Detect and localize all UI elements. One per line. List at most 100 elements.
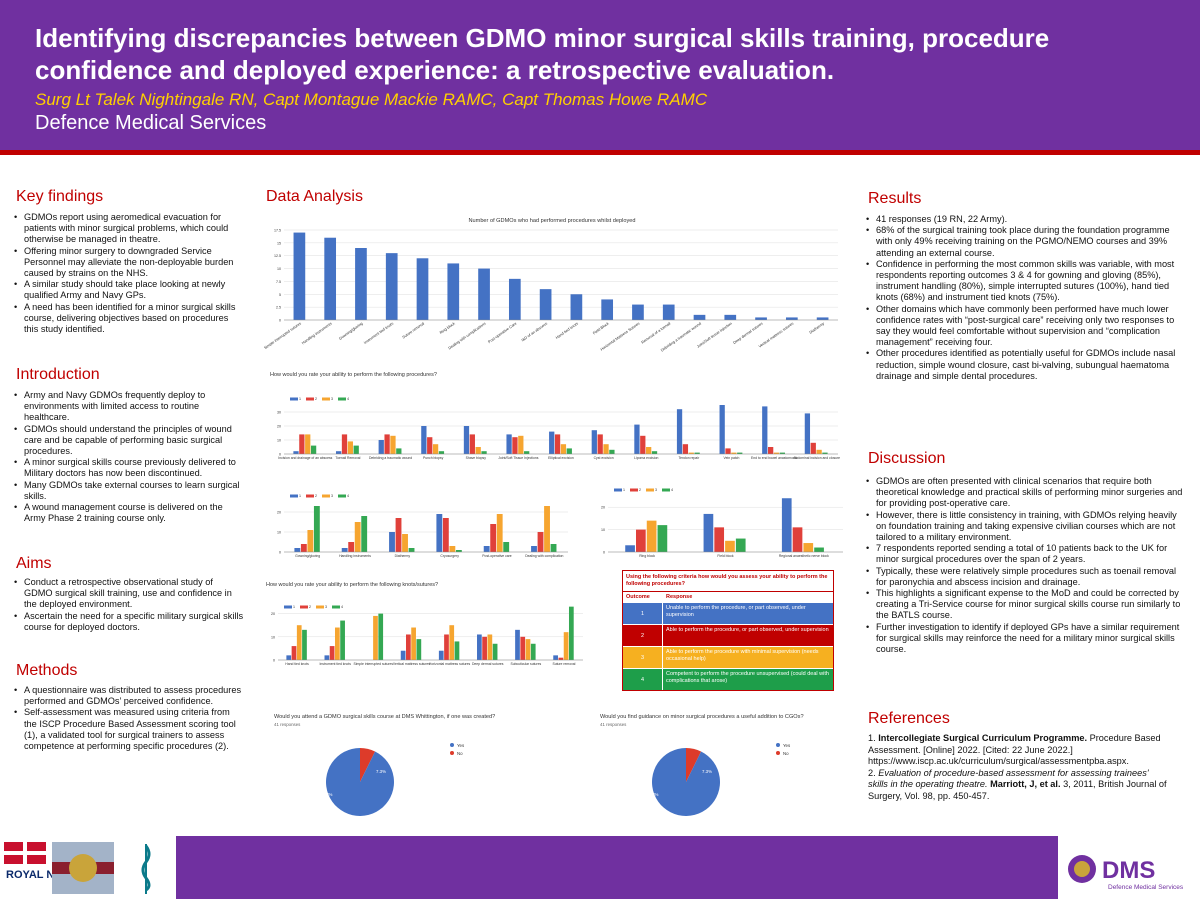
bar (725, 540, 735, 552)
methods-item: Self-assessment was measured using crite… (12, 707, 244, 752)
bar (454, 641, 460, 660)
outcome-criteria-table: Using the following criteria how would y… (622, 570, 834, 691)
deployed-procedures-chart: Number of GDMOs who had performed proced… (263, 218, 838, 353)
legend-swatch (614, 488, 622, 492)
bar (293, 232, 306, 320)
y-tick-label: 20 (277, 425, 281, 429)
bar (463, 426, 470, 454)
bar (307, 530, 314, 552)
legend-swatch (306, 397, 314, 401)
bar (816, 317, 829, 320)
reference-italic: Evaluation of procedure-based assessment… (868, 767, 1149, 790)
x-tick-label: Instrument tied knots (363, 321, 394, 345)
x-tick-label: Deep dermal sutures (732, 321, 763, 345)
x-tick-label: Post-operative care (482, 554, 512, 558)
bar (291, 646, 297, 660)
reference-num: 1. (868, 733, 879, 743)
legend-swatch (316, 605, 324, 609)
bar (803, 543, 814, 552)
y-tick-label: 5 (279, 293, 281, 297)
bar (662, 304, 675, 320)
pie-legend-label: No (457, 751, 463, 756)
bar (651, 451, 658, 454)
outcome-response: Able to perform the procedure with minim… (666, 649, 819, 662)
y-tick-label: 10 (277, 439, 281, 443)
bar (286, 655, 292, 660)
bar (400, 650, 406, 660)
bar (676, 409, 683, 454)
bar (554, 434, 561, 454)
cgo-guidance-pie: Would you find guidance on minor surgica… (600, 714, 804, 816)
pie-slice (360, 748, 376, 782)
bar (447, 263, 460, 320)
skills-ability-chart: 0 10 20 1 2 3 4 Gowning/gloving Handling instrum… (277, 494, 568, 558)
bar (549, 431, 555, 454)
legend-swatch (306, 494, 314, 498)
bar (531, 546, 537, 552)
bar (355, 248, 367, 320)
methods-list: A questionnaire was distributed to asses… (12, 685, 244, 752)
bar (378, 613, 384, 660)
legend-swatch (322, 494, 330, 498)
discussion-item: GDMOs are often presented with clinical … (864, 476, 1186, 510)
results-item: Confidence in performing the most common… (864, 259, 1186, 304)
bar (389, 532, 395, 552)
bar (773, 452, 780, 454)
x-tick-label: Gowning/gloving (295, 554, 320, 558)
bar (361, 516, 368, 552)
course-attendance-pie: Would you attend a GDMO surgical skills … (274, 714, 495, 816)
dms-logo-text: DMS (1102, 857, 1155, 884)
dms-logo: DMS Defence Medical Services (1058, 836, 1200, 899)
footer-banner (0, 836, 1200, 899)
y-tick-label: 20 (601, 506, 605, 510)
bar (785, 317, 798, 320)
legend-label: 1 (299, 397, 301, 401)
reference-bold: Marriott, J, et al. (987, 779, 1061, 790)
bar (293, 451, 299, 454)
methods-heading: Methods (16, 662, 78, 679)
bar (438, 451, 445, 454)
legend-label: 3 (331, 397, 333, 401)
x-tick-label: Abdominal incision and closure (793, 456, 840, 460)
organisation: Defence Medical Services (35, 112, 267, 134)
y-tick-label: 12.5 (274, 254, 281, 258)
bar (411, 627, 416, 660)
bar (449, 546, 456, 552)
legend-label: 2 (309, 605, 311, 609)
bar (634, 424, 640, 454)
introduction-list: Army and Navy GDMOs frequently deploy to… (12, 390, 244, 524)
pie-subtitle: 41 responses (600, 722, 627, 727)
discussion-heading: Discussion (868, 450, 946, 467)
bar (530, 643, 536, 660)
x-tick-label: Diathermy (809, 321, 826, 334)
bar (539, 289, 552, 320)
x-tick-label: Toenail Removal (335, 456, 360, 460)
bar (475, 447, 481, 454)
outcome-level: 3 (623, 647, 663, 668)
bar (421, 426, 427, 454)
reference-item: 2. Evaluation of procedure-based assessm… (868, 768, 1168, 803)
bar (518, 435, 524, 454)
y-tick-label: 20 (271, 612, 275, 616)
x-tick-label: Handling instruments (301, 321, 333, 345)
references-list: 1. Intercollegiate Surgical Curriculum P… (868, 733, 1168, 803)
bar (455, 550, 462, 552)
x-tick-label: Vertical mattress sutures (758, 321, 794, 348)
bar (550, 544, 557, 552)
bar (378, 440, 384, 454)
bar (482, 636, 487, 660)
legend-swatch (338, 397, 346, 401)
reference-rest: Procedure Based Assessment. [Online] 202… (868, 733, 1161, 767)
bar (779, 452, 785, 454)
bar (694, 452, 700, 454)
bar (703, 513, 714, 552)
y-tick-label: 2.5 (276, 306, 281, 310)
introduction-item: A wound management course is delivered o… (12, 502, 244, 524)
bar (427, 437, 433, 454)
reference-item: 1. Intercollegiate Surgical Curriculum P… (868, 733, 1168, 768)
reference-bold: Intercollegiate Surgical Curriculum Prog… (878, 733, 1088, 743)
x-tick-label: Joint/Soft Tissue Injections (498, 456, 538, 460)
bar (814, 547, 824, 552)
bar (625, 545, 635, 552)
legend-label: 3 (655, 488, 657, 492)
